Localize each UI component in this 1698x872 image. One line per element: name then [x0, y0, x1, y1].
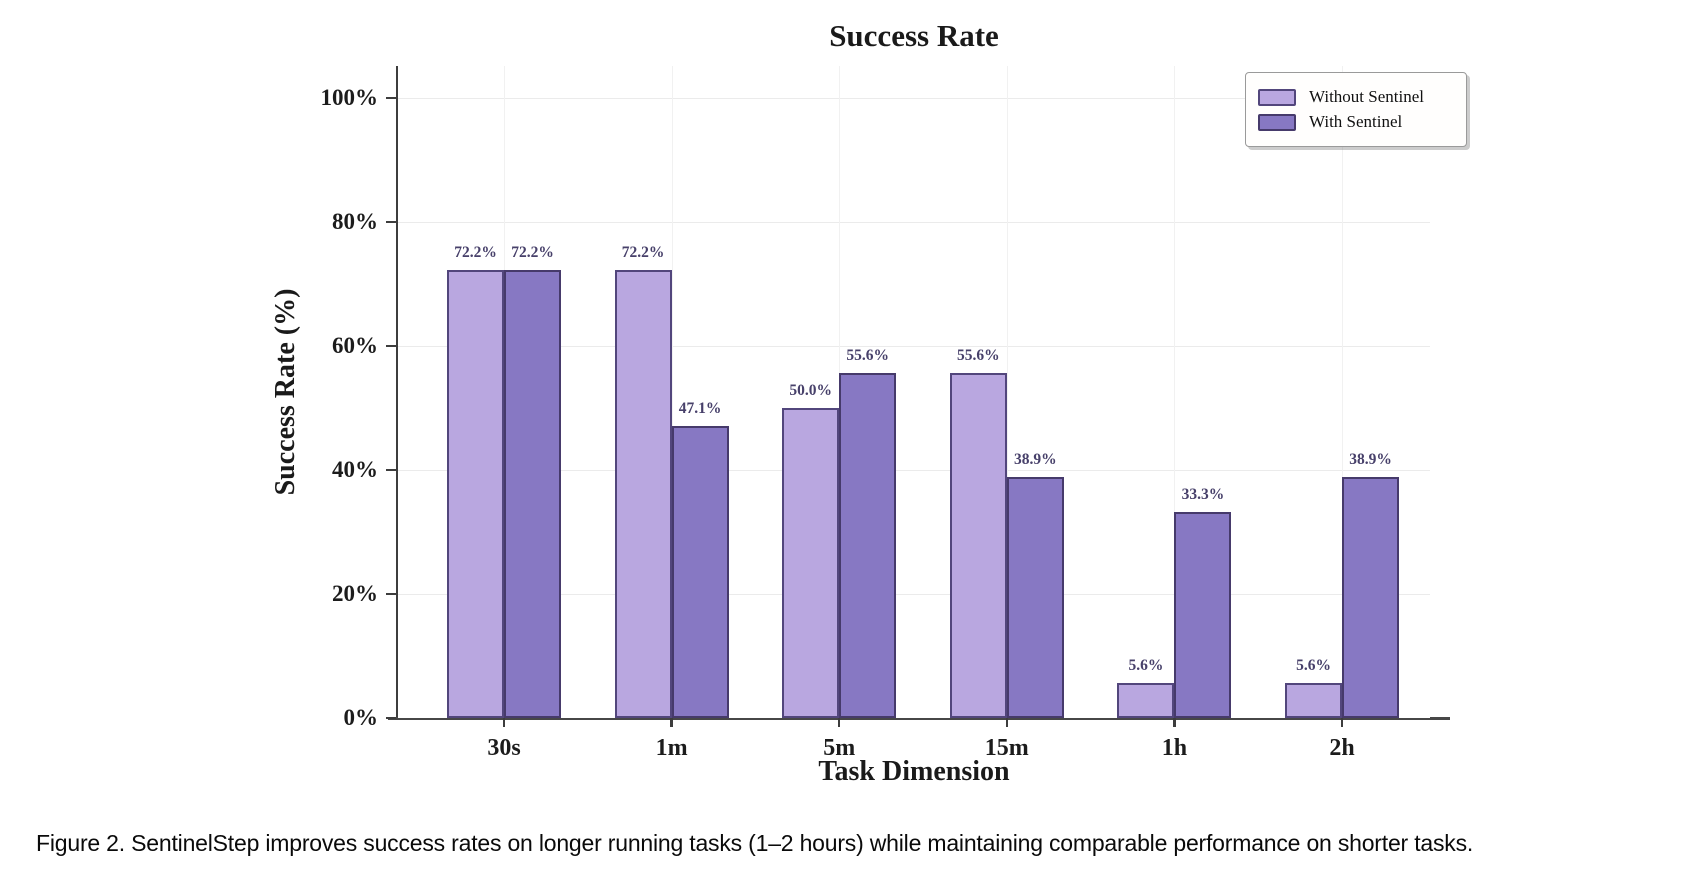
- bar-with-sentinel-1m: [671, 425, 729, 718]
- bar-with-sentinel-5m: [839, 373, 897, 718]
- y-tick-mark: [386, 96, 396, 100]
- x-tick-label-5m: 5m: [823, 735, 856, 761]
- bar-value-label: 5.6%: [1128, 657, 1164, 675]
- x-axis-line: [388, 716, 1450, 720]
- x-tick-label-2h: 2h: [1329, 735, 1355, 761]
- y-tick-label: 100%: [320, 85, 379, 110]
- x-tick-mark: [502, 718, 506, 727]
- bar-value-label: 50.0%: [789, 382, 832, 399]
- bar-value-label: 5.6%: [1296, 657, 1331, 675]
- legend: Without Sentinel With Sentinel: [1245, 72, 1467, 147]
- x-axis-label: Task Dimension: [818, 756, 1010, 787]
- gridline-horizontal: [398, 346, 1430, 347]
- bar-with-sentinel-15m: [1006, 476, 1064, 718]
- bar-value-label: 72.2%: [621, 244, 665, 262]
- bar-value-label: 72.2%: [454, 244, 497, 262]
- x-tick-mark: [837, 718, 841, 727]
- gridline-horizontal: [398, 98, 1430, 99]
- y-tick-mark: [386, 344, 396, 348]
- y-tick-label: 40%: [332, 457, 378, 482]
- bar-with-sentinel-1h: [1174, 511, 1232, 718]
- y-tick-label: 60%: [332, 333, 378, 358]
- legend-swatch-icon: [1258, 88, 1296, 106]
- y-axis-label: Success Rate (%): [270, 288, 301, 496]
- y-tick-label: 20%: [332, 581, 378, 606]
- x-tick-mark: [1005, 718, 1009, 727]
- figure-caption: Figure 2. SentinelStep improves success …: [36, 830, 1474, 856]
- y-tick-mark: [386, 716, 396, 720]
- y-tick-label: 80%: [332, 209, 378, 234]
- gridline-horizontal: [398, 222, 1430, 223]
- bar-without-sentinel-1m: [614, 270, 672, 718]
- y-tick-mark: [386, 592, 396, 596]
- y-tick-mark: [386, 468, 396, 472]
- gridline-vertical: [1006, 66, 1008, 718]
- bar-without-sentinel-5m: [782, 408, 840, 718]
- x-tick-mark: [670, 718, 673, 727]
- chart-title: Success Rate: [829, 18, 999, 53]
- bar-value-label: 72.2%: [511, 244, 554, 262]
- x-tick-mark: [1173, 718, 1176, 727]
- bar-value-label: 38.9%: [1349, 450, 1392, 468]
- bar-value-label: 55.6%: [846, 347, 889, 365]
- gridline-horizontal: [398, 594, 1430, 595]
- bar-value-label: 38.9%: [1013, 450, 1057, 468]
- legend-item: Without Sentinel: [1258, 87, 1454, 107]
- gridline-vertical: [1342, 66, 1343, 718]
- bar-without-sentinel-15m: [949, 373, 1007, 718]
- x-tick-mark: [1340, 718, 1344, 727]
- gridline-vertical: [671, 66, 673, 718]
- bar-value-label: 33.3%: [1181, 485, 1225, 503]
- x-tick-label-1m: 1m: [655, 735, 688, 761]
- bar-without-sentinel-2h: [1285, 683, 1342, 718]
- legend-swatch-icon: [1258, 113, 1296, 131]
- y-tick-mark: [386, 220, 396, 224]
- bar-value-label: 47.1%: [678, 399, 722, 417]
- legend-label: Without Sentinel: [1309, 87, 1424, 106]
- x-tick-label-1h: 1h: [1161, 735, 1188, 761]
- plot-area: 0% 20% 40% 60% 80% 100% 30s 1m 5m 15m 1h 2h 72.2% 72.…: [321, 66, 1430, 761]
- y-tick-label: 0%: [343, 705, 379, 730]
- bar-with-sentinel-2h: [1342, 476, 1399, 718]
- legend-label: With Sentinel: [1309, 112, 1403, 131]
- gridline-horizontal: [398, 470, 1430, 471]
- y-axis-spine: [396, 66, 399, 719]
- bar-without-sentinel-30s: [447, 270, 504, 718]
- bar-value-label: 55.6%: [956, 347, 1000, 365]
- bar-with-sentinel-30s: [504, 270, 561, 718]
- x-tick-label-30s: 30s: [487, 735, 521, 761]
- legend-item: With Sentinel: [1258, 112, 1454, 132]
- gridline-vertical: [1174, 66, 1176, 718]
- bar-without-sentinel-1h: [1117, 683, 1175, 718]
- x-tick-label-15m: 15m: [984, 735, 1029, 761]
